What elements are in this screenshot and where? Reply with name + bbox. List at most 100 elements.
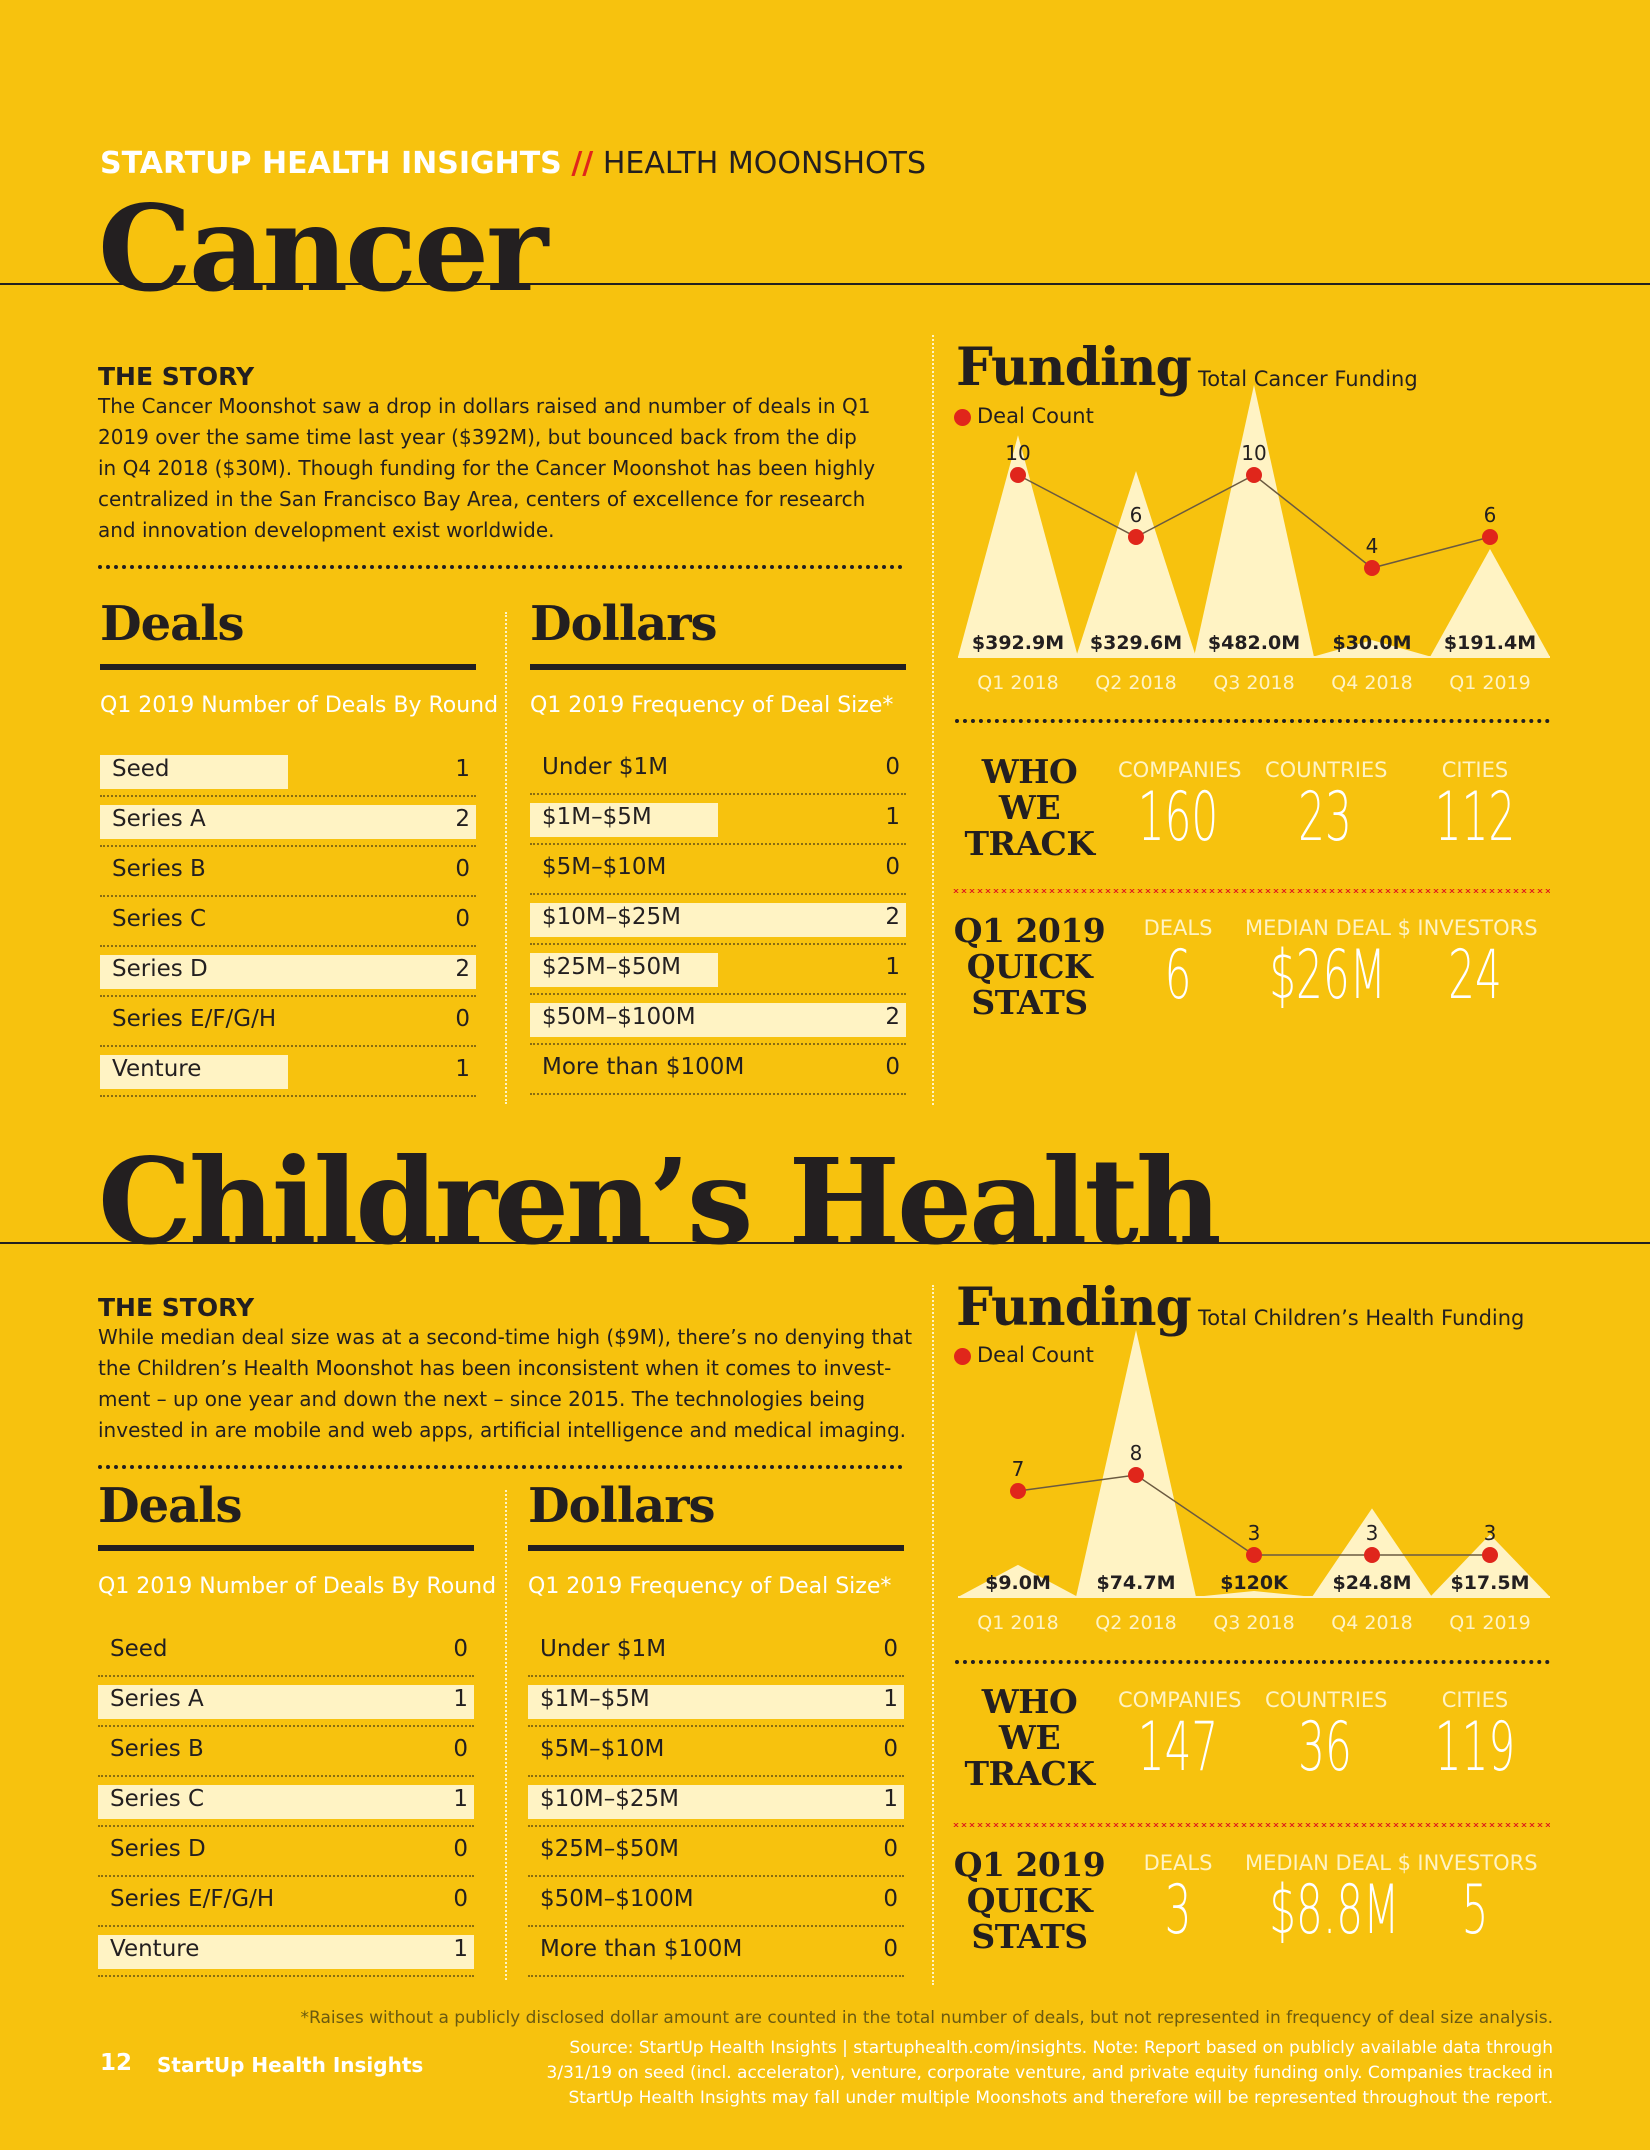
dotted-divider [98, 565, 903, 569]
row-value: 0 [885, 854, 900, 880]
table-row: Series A 1 [98, 1677, 474, 1727]
table-row: $25M–$50M 0 [528, 1827, 904, 1877]
funding-value-label: $191.4M [1444, 632, 1536, 654]
legend-label: Deal Count [977, 1343, 1094, 1367]
who-we-track-title: WHO WE TRACK [952, 754, 1107, 862]
deal-count-label: 8 [1130, 1441, 1143, 1465]
dollars-rule [530, 664, 906, 670]
publication-name: StartUp Health Insights [157, 2053, 424, 2077]
legend-deal-count: Deal Count [954, 404, 1094, 428]
row-value: 0 [883, 1636, 898, 1662]
column-divider [505, 612, 507, 1104]
funding-value-label: $329.6M [1090, 632, 1182, 654]
table-row: $50M–$100M 2 [530, 995, 906, 1045]
source-line: 3/31/19 on seed (incl. accelerator), ven… [546, 2063, 1553, 2083]
dollars-subtitle: Q1 2019 Frequency of Deal Size* [530, 693, 894, 718]
funding-triangle [1076, 471, 1196, 657]
title-line: TRACK [964, 1754, 1095, 1793]
row-value: 2 [455, 806, 470, 832]
title-line: Q1 2019 [953, 1845, 1106, 1884]
column-divider [505, 1490, 507, 1980]
funding-value-label: $17.5M [1450, 1572, 1529, 1594]
funding-heading: Funding [956, 337, 1192, 398]
table-row: $10M–$25M 1 [528, 1777, 904, 1827]
section-rule [0, 283, 1650, 285]
deal-count-point [1482, 1547, 1498, 1563]
deal-count-point [1482, 529, 1498, 545]
funding-value-label: $74.7M [1096, 1572, 1175, 1594]
legend-dot [954, 408, 971, 426]
story-text: While median deal size was at a second-t… [98, 1322, 918, 1446]
frequency-bar [98, 1935, 474, 1969]
legend-label: Deal Count [977, 404, 1094, 428]
table-row: $50M–$100M 0 [528, 1877, 904, 1927]
row-value: 0 [453, 1836, 468, 1862]
title-line: TRACK [964, 824, 1095, 863]
deals-table-cancer: Seed 1 Series A 2 Series B 0 Series C 0 Series D… [100, 747, 476, 1097]
stat-label: INVESTORS [1417, 1851, 1538, 1875]
title-line: QUICK [966, 947, 1093, 986]
stat-investors: 5 [1461, 1871, 1489, 1950]
row-value: 1 [883, 1686, 898, 1712]
table-row: Series C 0 [100, 897, 476, 947]
row-label: $25M–$50M [542, 954, 681, 980]
stat-label: MEDIAN DEAL $ [1245, 1851, 1412, 1875]
table-row: $5M–$10M 0 [528, 1727, 904, 1777]
row-label: $1M–$5M [542, 804, 652, 830]
category-tick-label: Q3 2018 [1213, 1612, 1294, 1634]
table-row: Under $1M 0 [528, 1627, 904, 1677]
stat-median-deal: $26M [1269, 936, 1387, 1015]
row-label: $5M–$10M [540, 1736, 665, 1762]
who-we-track-title: WHO WE TRACK [952, 1684, 1107, 1792]
stat-cities: 119 [1434, 1708, 1516, 1787]
story-line: ment – up one year and down the next – s… [98, 1387, 866, 1411]
kicker: STARTUP HEALTH INSIGHTS // HEALTH MOONSH… [100, 146, 926, 181]
frequency-bar [100, 955, 476, 989]
row-label: Series E/F/G/H [110, 1886, 275, 1912]
footnote: *Raises without a publicly disclosed dol… [300, 2008, 1554, 2028]
row-label: Series B [110, 1736, 204, 1762]
source-line: StartUp Health Insights may fall under m… [568, 2088, 1553, 2108]
row-value: 0 [885, 754, 900, 780]
table-row: $25M–$50M 1 [530, 945, 906, 995]
stat-label: DEALS [1143, 916, 1213, 940]
title-line: QUICK [966, 1881, 1093, 1920]
stat-label: CITIES [1441, 758, 1509, 782]
story-heading: THE STORY [98, 1293, 255, 1322]
stat-label: CITIES [1441, 1688, 1509, 1712]
row-label: Series D [112, 956, 208, 982]
row-value: 0 [453, 1886, 468, 1912]
row-label: $10M–$25M [540, 1786, 679, 1812]
deals-subtitle: Q1 2019 Number of Deals By Round [98, 1574, 497, 1599]
row-label: Series A [112, 806, 206, 832]
frequency-bar [528, 1685, 904, 1719]
story-line: 2019 over the same time last year ($392M… [98, 425, 857, 449]
dollars-table-childrens-health: Under $1M 0 $1M–$5M 1 $5M–$10M 0 $10M–$25M 1 $25… [528, 1627, 904, 1977]
frequency-bar [530, 1003, 906, 1037]
deal-count-point [1246, 467, 1262, 483]
deal-count-label: 10 [1005, 441, 1030, 465]
row-value: 1 [885, 804, 900, 830]
row-value: 1 [883, 1786, 898, 1812]
funding-value-label: $482.0M [1208, 632, 1300, 654]
deal-count-point [1010, 467, 1026, 483]
funding-chart-cancer: $392.9M $329.6M $482.0M $30.0M $191.4M Q1 201… [958, 385, 1550, 694]
table-row: $1M–$5M 1 [528, 1677, 904, 1727]
row-value: 0 [883, 1936, 898, 1962]
title-line: WHO [981, 1682, 1078, 1721]
row-label: $50M–$100M [542, 1004, 696, 1030]
table-row: Series B 0 [100, 847, 476, 897]
row-value: 0 [883, 1886, 898, 1912]
stat-cities: 112 [1434, 778, 1516, 857]
table-row: Series A 2 [100, 797, 476, 847]
funding-triangle [1194, 1591, 1314, 1597]
row-value: 1 [885, 954, 900, 980]
story-line: invested in are mobile and web apps, art… [98, 1418, 906, 1442]
title-line: WE [998, 1718, 1061, 1757]
deal-count-point [1128, 529, 1144, 545]
row-label: Venture [112, 1056, 202, 1082]
table-row: $1M–$5M 1 [530, 795, 906, 845]
title-line: Q1 2019 [953, 911, 1106, 950]
category-tick-label: Q1 2019 [1449, 1612, 1530, 1634]
row-value: 0 [883, 1736, 898, 1762]
